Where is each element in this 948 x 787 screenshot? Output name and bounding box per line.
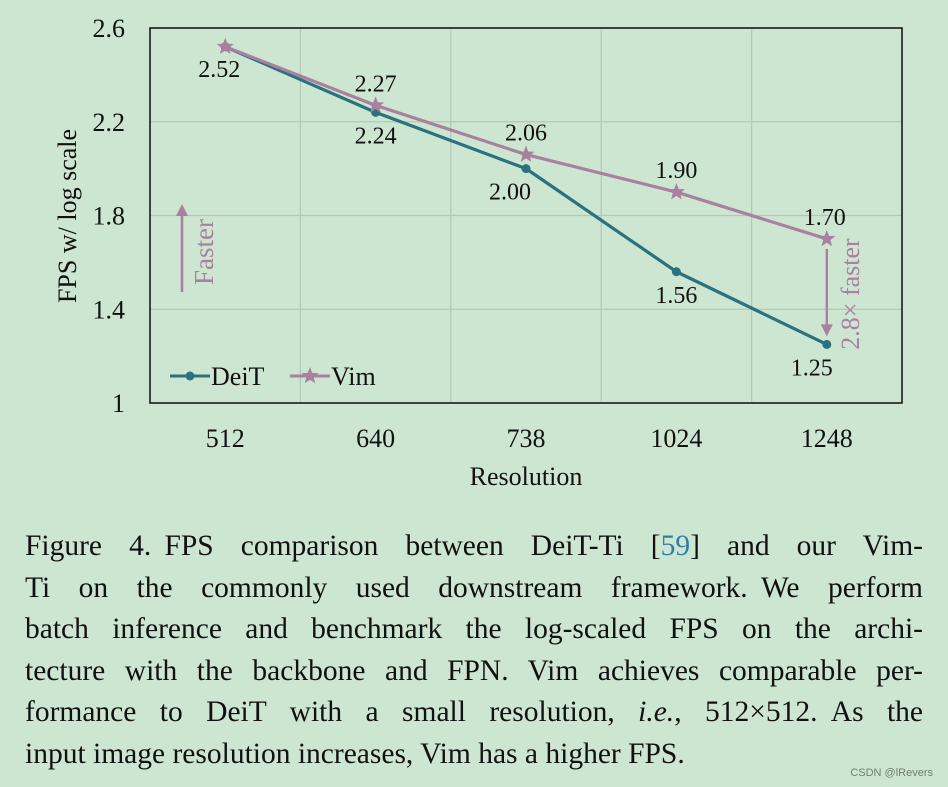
faster-arrow-head — [176, 204, 188, 216]
caption-text: Ti on the commonly used downstream frame… — [25, 571, 748, 604]
data-point-vim — [667, 183, 685, 200]
data-point-vim — [367, 96, 385, 113]
caption-text: input image resolution increases, Vim ha… — [25, 737, 685, 770]
x-axis-ticks: 512 640 738 1024 1248 — [206, 424, 853, 453]
data-label-deit: 2.24 — [355, 123, 397, 149]
y-tick-label: 2.2 — [93, 108, 126, 137]
caption-figure-number: Figure 4. — [25, 530, 152, 562]
legend-vim-label: Vim — [331, 362, 376, 391]
x-tick-label: 1248 — [801, 424, 853, 453]
caption-line-3: batch inference and benchmark the log-sc… — [25, 609, 923, 651]
data-point-vim — [517, 145, 535, 162]
series-lines — [216, 37, 836, 349]
x-tick-label: 640 — [356, 424, 395, 453]
y-tick-label: 1 — [112, 389, 125, 418]
caption-text: ] and our Vim- — [690, 530, 923, 562]
faster-annotation: Faster — [176, 204, 219, 292]
legend: DeiT Vim — [170, 362, 376, 391]
data-point-vim — [818, 229, 836, 247]
legend-vim-marker — [301, 367, 319, 384]
x-tick-label: 738 — [507, 424, 546, 453]
caption-line-2: Ti on the commonly used downstream frame… — [25, 568, 923, 610]
legend-deit-marker — [185, 371, 195, 381]
x-axis-title: Resolution — [470, 462, 583, 491]
caption-line-5: formance to DeiT with a small resolution… — [25, 692, 923, 734]
data-label-vim: 2.52 — [198, 57, 240, 83]
caption-italic-ie: i.e. — [638, 696, 675, 729]
x-tick-label: 512 — [206, 424, 245, 453]
fps-chart: 1 1.4 1.8 2.2 2.6 512 640 738 1024 1248 FPS w/ l… — [53, 14, 903, 491]
y-tick-label: 1.4 — [93, 295, 126, 324]
data-label-deit: 1.25 — [791, 355, 833, 381]
caption-text: As the — [830, 696, 924, 729]
y-tick-label: 1.8 — [93, 202, 126, 231]
caption-text: formance to DeiT with a small resolution… — [25, 696, 639, 729]
caption-line-1: Figure 4. FPS comparison between DeiT-Ti … — [25, 526, 923, 568]
caption-line-6: input image resolution increases, Vim ha… — [25, 734, 923, 776]
legend-deit-label: DeiT — [211, 362, 265, 391]
speedup-label: 2.8× faster — [836, 238, 865, 350]
caption-text: tecture with the backbone and FPN. Vim a… — [25, 654, 923, 687]
watermark: CSDN @lRevers — [850, 767, 933, 779]
caption-text: FPS comparison between DeiT-Ti [ — [164, 530, 661, 562]
data-label-deit: 1.56 — [655, 283, 697, 309]
y-tick-label: 2.6 — [93, 14, 126, 43]
data-labels: 2.24 2.00 1.56 1.25 2.52 2.27 2.06 1.90 1.70 — [198, 57, 846, 382]
data-label-vim: 1.70 — [804, 205, 846, 231]
data-label-deit: 2.00 — [489, 180, 531, 206]
data-point-deit — [521, 164, 531, 174]
y-axis-title: FPS w/ log scale — [53, 129, 82, 303]
data-point-vim — [216, 37, 234, 55]
data-point-deit — [822, 339, 832, 349]
caption-line-4: tecture with the backbone and FPN. Vim a… — [25, 651, 923, 693]
speedup-annotation: 2.8× faster — [820, 238, 865, 350]
data-label-vim: 1.90 — [655, 158, 697, 184]
y-axis-ticks: 1 1.4 1.8 2.2 2.6 — [93, 14, 126, 418]
plot-frame — [149, 27, 903, 404]
caption-text: batch inference and benchmark the log-sc… — [25, 613, 923, 646]
citation-link[interactable]: 59 — [660, 530, 691, 562]
data-point-deit — [671, 267, 681, 277]
data-label-vim: 2.27 — [355, 71, 397, 97]
x-tick-label: 1024 — [650, 424, 702, 453]
data-label-vim: 2.06 — [505, 121, 547, 147]
grid-lines — [150, 28, 902, 403]
faster-label: Faster — [189, 219, 219, 285]
caption-text: We perform — [760, 571, 923, 604]
figure-caption: Figure 4. FPS comparison between DeiT-Ti … — [25, 526, 923, 776]
speedup-arrow-head — [820, 324, 833, 337]
caption-text: , 512×512. — [674, 696, 818, 729]
